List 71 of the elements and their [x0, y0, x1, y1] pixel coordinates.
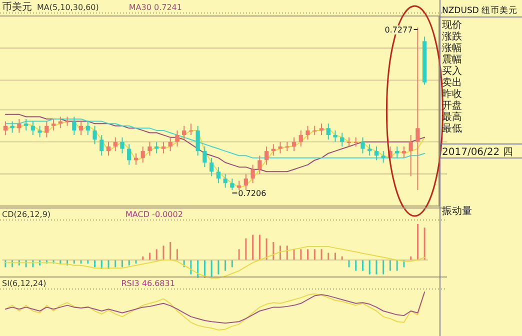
annotation: 0.7206: [238, 188, 266, 198]
candlestick: [78, 120, 84, 136]
candlestick: [120, 136, 124, 154]
chart-title: CD(26,12,9): [2, 210, 51, 219]
candlestick: [244, 173, 248, 190]
candlestick: [65, 116, 70, 126]
candlestick: [326, 123, 330, 140]
candlestick: [154, 141, 159, 154]
candlestick: [298, 130, 303, 147]
candlestick: [3, 120, 8, 136]
candlestick: [354, 136, 358, 147]
candlestick: [161, 141, 166, 154]
candlestick: [24, 118, 28, 131]
text: 2017/06/22 四: [442, 147, 513, 158]
candlestick: [92, 125, 97, 145]
candlestick: [216, 166, 220, 184]
text: MACD -0.0002: [126, 210, 183, 219]
chart-subtitle: MA(5,10,30,60): [37, 3, 99, 12]
candlestick: [72, 116, 76, 136]
text: 买入: [442, 65, 462, 77]
candlestick: [148, 141, 152, 156]
candlestick: [223, 173, 228, 188]
text: 振动量: [442, 205, 472, 217]
text: MA30 0.7241: [128, 3, 182, 12]
candlestick: [381, 150, 386, 164]
annotation: 0.7277: [384, 25, 413, 34]
candlestick: [346, 136, 352, 147]
text: NZDUSD 纽币美元: [442, 5, 518, 16]
candlestick: [292, 136, 296, 152]
candlestick: [100, 134, 104, 156]
chart-title: SI(6,12,24): [2, 279, 46, 288]
candlestick: [250, 164, 255, 184]
text: RSI3 46.6831: [121, 279, 175, 288]
candlestick: [202, 146, 207, 168]
text: 涨幅: [442, 42, 462, 54]
candlestick: [51, 118, 56, 131]
candlestick: [30, 120, 35, 136]
candlestick: [395, 146, 400, 158]
candlestick: [196, 125, 200, 156]
candlestick: [38, 125, 42, 138]
candlestick: [10, 120, 14, 134]
candlestick: [106, 141, 111, 156]
candlestick: [333, 130, 338, 142]
candlestick: [258, 155, 262, 174]
candlestick: [210, 157, 214, 177]
candlestick: [312, 125, 317, 136]
candlestick: [175, 130, 180, 147]
text: 现价: [442, 19, 462, 31]
candlestick: [86, 120, 90, 136]
text: 震幅: [442, 54, 462, 66]
candlestick: [140, 146, 145, 164]
candlestick: [182, 125, 186, 140]
candlestick: [113, 136, 118, 152]
candlestick: [278, 141, 282, 154]
candlestick: [168, 136, 172, 152]
candlestick: [230, 178, 234, 190]
candlestick: [340, 132, 344, 147]
candlestick: [360, 136, 365, 154]
candlestick: [44, 120, 49, 138]
text: 涨跌: [442, 30, 462, 42]
candlestick: [285, 141, 290, 152]
candlestick: [319, 123, 324, 136]
candlestick: [408, 134, 413, 177]
candlestick: [402, 146, 406, 158]
candlestick: [17, 118, 22, 134]
candlestick: [306, 125, 310, 140]
candlestick: [127, 144, 132, 166]
candlestick: [264, 146, 269, 166]
candlestick: [188, 123, 194, 136]
candlestick: [374, 146, 379, 161]
chart-title: 币美元: [2, 1, 32, 13]
